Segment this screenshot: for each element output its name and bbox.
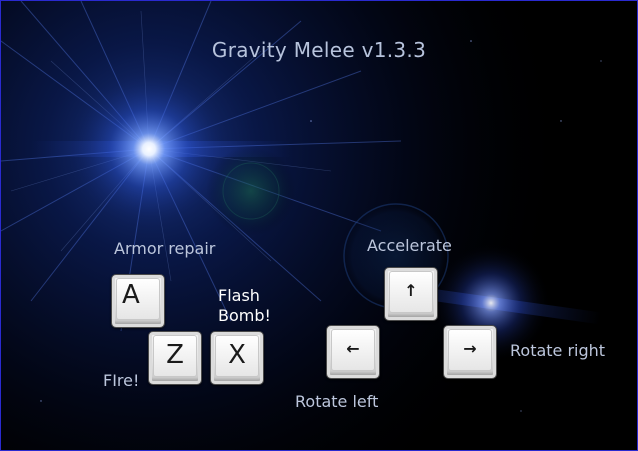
- key-a: A: [111, 274, 165, 328]
- key-up-face: [389, 271, 433, 313]
- up-arrow-icon: ↑: [404, 281, 418, 300]
- rotate-right-label: Rotate right: [510, 341, 606, 360]
- key-right-arrow: →: [443, 325, 497, 379]
- rotate-left-label: Rotate left: [295, 392, 379, 411]
- key-left-face: [331, 329, 375, 371]
- left-arrow-icon: ←: [346, 339, 360, 358]
- key-z-face: [153, 335, 197, 377]
- key-x: X: [210, 331, 264, 385]
- armor-repair-label: Armor repair: [114, 239, 216, 258]
- key-a-face: [116, 278, 160, 320]
- flash-bomb-label-line2: Bomb!: [218, 306, 271, 325]
- key-up-arrow: ↑: [384, 267, 438, 321]
- key-right-face: [448, 329, 492, 371]
- key-z-glyph: Z: [166, 340, 184, 370]
- right-arrow-icon: →: [463, 339, 477, 358]
- fire-label: FIre!: [103, 371, 140, 390]
- key-x-glyph: X: [228, 340, 246, 370]
- page-title: Gravity Melee v1.3.3: [211, 38, 427, 62]
- key-a-glyph: A: [122, 280, 140, 310]
- accelerate-label: Accelerate: [367, 236, 452, 255]
- key-z: Z: [148, 331, 202, 385]
- key-x-face: [215, 335, 259, 377]
- key-left-arrow: ←: [326, 325, 380, 379]
- flash-bomb-label-line1: Flash: [218, 286, 260, 305]
